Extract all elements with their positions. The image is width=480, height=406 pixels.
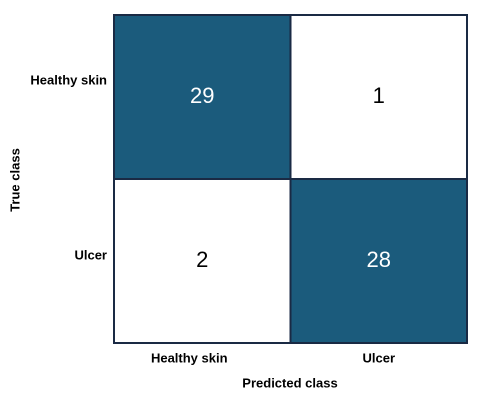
cell-value: 1: [373, 83, 385, 108]
y-tick-label: Ulcer: [74, 247, 107, 262]
x-tick-label: Healthy skin: [151, 350, 228, 365]
x-axis-title: Predicted class: [242, 375, 337, 390]
cell: [289, 14, 468, 180]
y-tick-label: Healthy skin: [30, 72, 107, 87]
cell-value: 2: [196, 247, 208, 272]
x-tick-label: Ulcer: [362, 350, 395, 365]
cell: [113, 14, 292, 180]
cell-value: 29: [190, 83, 214, 108]
cell-value: 28: [367, 247, 391, 272]
cell: [289, 178, 468, 344]
y-axis-title: True class: [7, 148, 22, 212]
cell: [113, 178, 292, 344]
